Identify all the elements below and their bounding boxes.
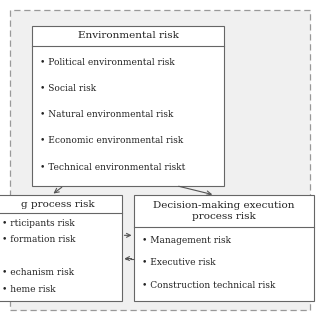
Text: Environmental risk: Environmental risk <box>77 31 179 41</box>
Bar <box>0 195 122 301</box>
Text: • Natural environmental risk: • Natural environmental risk <box>40 110 173 119</box>
Text: • Technical environmental riskt: • Technical environmental riskt <box>40 163 185 172</box>
Text: g process risk: g process risk <box>21 200 94 209</box>
Text: • heme risk: • heme risk <box>2 285 55 294</box>
Text: Decision-making execution
process risk: Decision-making execution process risk <box>153 201 295 221</box>
Text: • rticipants risk: • rticipants risk <box>2 219 74 228</box>
Text: • Management risk: • Management risk <box>142 236 231 245</box>
Text: • Construction technical risk: • Construction technical risk <box>142 281 276 290</box>
Bar <box>32 26 224 186</box>
Text: • Economic environmental risk: • Economic environmental risk <box>40 136 183 146</box>
Text: • echanism risk: • echanism risk <box>2 268 74 277</box>
Text: • Executive risk: • Executive risk <box>142 258 216 267</box>
Text: • Political environmental risk: • Political environmental risk <box>40 58 175 67</box>
Bar <box>134 195 314 301</box>
Text: • Social risk: • Social risk <box>40 84 96 93</box>
Text: • formation risk: • formation risk <box>2 235 75 244</box>
